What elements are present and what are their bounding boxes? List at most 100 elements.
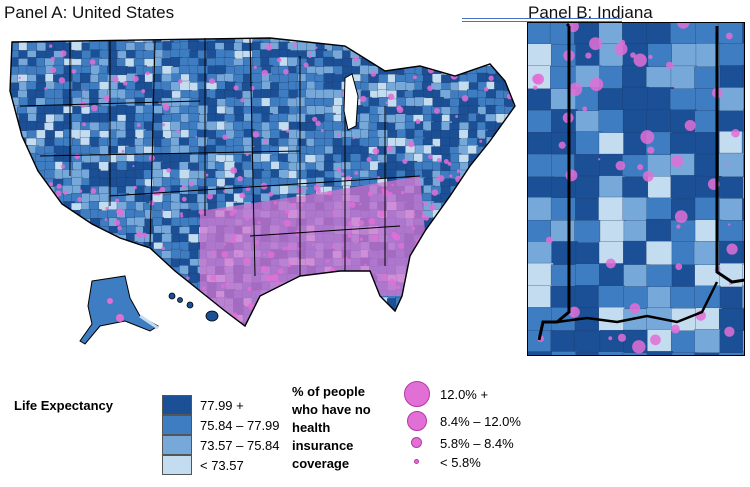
county-cell xyxy=(341,38,353,45)
county-cell xyxy=(323,56,335,68)
county-cell xyxy=(296,169,308,181)
county-cell xyxy=(404,313,416,325)
county-cell xyxy=(144,257,157,268)
county-cell xyxy=(10,185,20,196)
county-cell xyxy=(18,27,29,37)
county-cell xyxy=(170,305,182,316)
insurance-bubble xyxy=(231,239,237,244)
insurance-bubble xyxy=(68,223,76,230)
insurance-bubble xyxy=(149,200,155,206)
insurance-title-line-1: % of people xyxy=(292,384,365,399)
county-cell xyxy=(199,26,210,36)
insurance-bubble xyxy=(222,134,228,140)
insurance-title-line-4: insurance xyxy=(292,438,354,453)
insurance-bubble xyxy=(18,300,23,305)
county-cell xyxy=(404,41,416,53)
county-cell xyxy=(324,330,335,340)
county-cell xyxy=(324,26,335,36)
county-cell xyxy=(208,331,219,341)
county-cell xyxy=(503,218,515,229)
county-cell xyxy=(495,337,506,346)
insurance-bubble xyxy=(22,158,28,163)
county-cell xyxy=(36,306,48,317)
county-cell xyxy=(216,322,228,326)
county-cell xyxy=(334,339,345,346)
county-cell xyxy=(35,257,48,268)
insurance-bubble xyxy=(81,318,85,322)
county-cell xyxy=(598,132,626,157)
county-cell xyxy=(719,198,745,223)
insurance-bubble xyxy=(180,214,184,218)
county-cell xyxy=(503,130,515,141)
county-cell xyxy=(504,122,515,133)
insurance-bubble xyxy=(514,58,515,63)
county-cell xyxy=(333,313,345,324)
insurance-bubble xyxy=(449,174,453,178)
county-cell xyxy=(369,313,381,324)
county-cell xyxy=(377,38,390,44)
county-cell xyxy=(45,216,57,228)
insurance-bubble xyxy=(340,172,345,176)
insurance-bubble xyxy=(45,259,52,266)
county-cell xyxy=(646,218,673,244)
insurance-bubble xyxy=(290,203,295,208)
county-cell xyxy=(261,338,272,346)
county-cell xyxy=(503,177,515,188)
county-cell xyxy=(45,226,58,237)
insurance-bubble xyxy=(171,276,175,279)
county-cell xyxy=(206,320,218,326)
insurance-bubble xyxy=(302,296,305,299)
county-cell xyxy=(270,321,282,326)
county-cell xyxy=(162,26,173,35)
county-cell xyxy=(53,258,65,269)
county-cell xyxy=(188,113,201,124)
insurance-bubble xyxy=(362,47,369,53)
county-cell xyxy=(117,249,129,261)
county-cell xyxy=(36,320,48,326)
insurance-bubble xyxy=(294,314,298,317)
county-cell xyxy=(10,257,21,268)
alaska-inset xyxy=(79,275,159,345)
county-cell xyxy=(486,26,497,36)
county-cell xyxy=(252,313,264,325)
county-cell xyxy=(421,289,434,301)
county-cell xyxy=(116,241,128,252)
county-cell xyxy=(367,321,380,326)
county-cell xyxy=(350,297,363,309)
insurance-bubble xyxy=(353,56,359,62)
county-cell xyxy=(243,330,254,340)
county-cell xyxy=(646,109,673,134)
insurance-bubble xyxy=(112,76,119,83)
county-cell xyxy=(503,282,515,293)
county-cell xyxy=(341,321,353,326)
insurance-bubble xyxy=(352,137,355,140)
insurance-bubble xyxy=(343,256,349,262)
insurance-bubble xyxy=(13,295,21,303)
county-cell xyxy=(486,162,498,173)
county-cell xyxy=(27,168,39,180)
county-cell xyxy=(476,218,488,229)
county-cell xyxy=(512,48,515,60)
county-cell xyxy=(458,322,470,326)
county-cell xyxy=(80,72,92,84)
county-cell xyxy=(467,217,479,228)
county-cell xyxy=(485,40,497,52)
county-cell xyxy=(369,42,381,53)
county-cell xyxy=(179,281,191,292)
insurance-bubble xyxy=(74,153,80,160)
insurance-bubble xyxy=(438,265,444,271)
county-cell xyxy=(297,312,309,324)
county-cell xyxy=(485,249,498,261)
insurance-bubble xyxy=(402,158,408,165)
county-cell xyxy=(63,233,75,245)
county-cell xyxy=(469,26,480,36)
county-cell xyxy=(0,337,10,346)
insurance-bubble xyxy=(336,132,341,137)
insurance-bubble xyxy=(10,61,11,67)
county-cell xyxy=(10,297,21,308)
insurance-bubble xyxy=(354,171,359,175)
insurance-bubble xyxy=(283,68,289,75)
county-cell xyxy=(422,257,434,269)
county-cell xyxy=(459,225,471,236)
county-cell xyxy=(484,50,497,61)
